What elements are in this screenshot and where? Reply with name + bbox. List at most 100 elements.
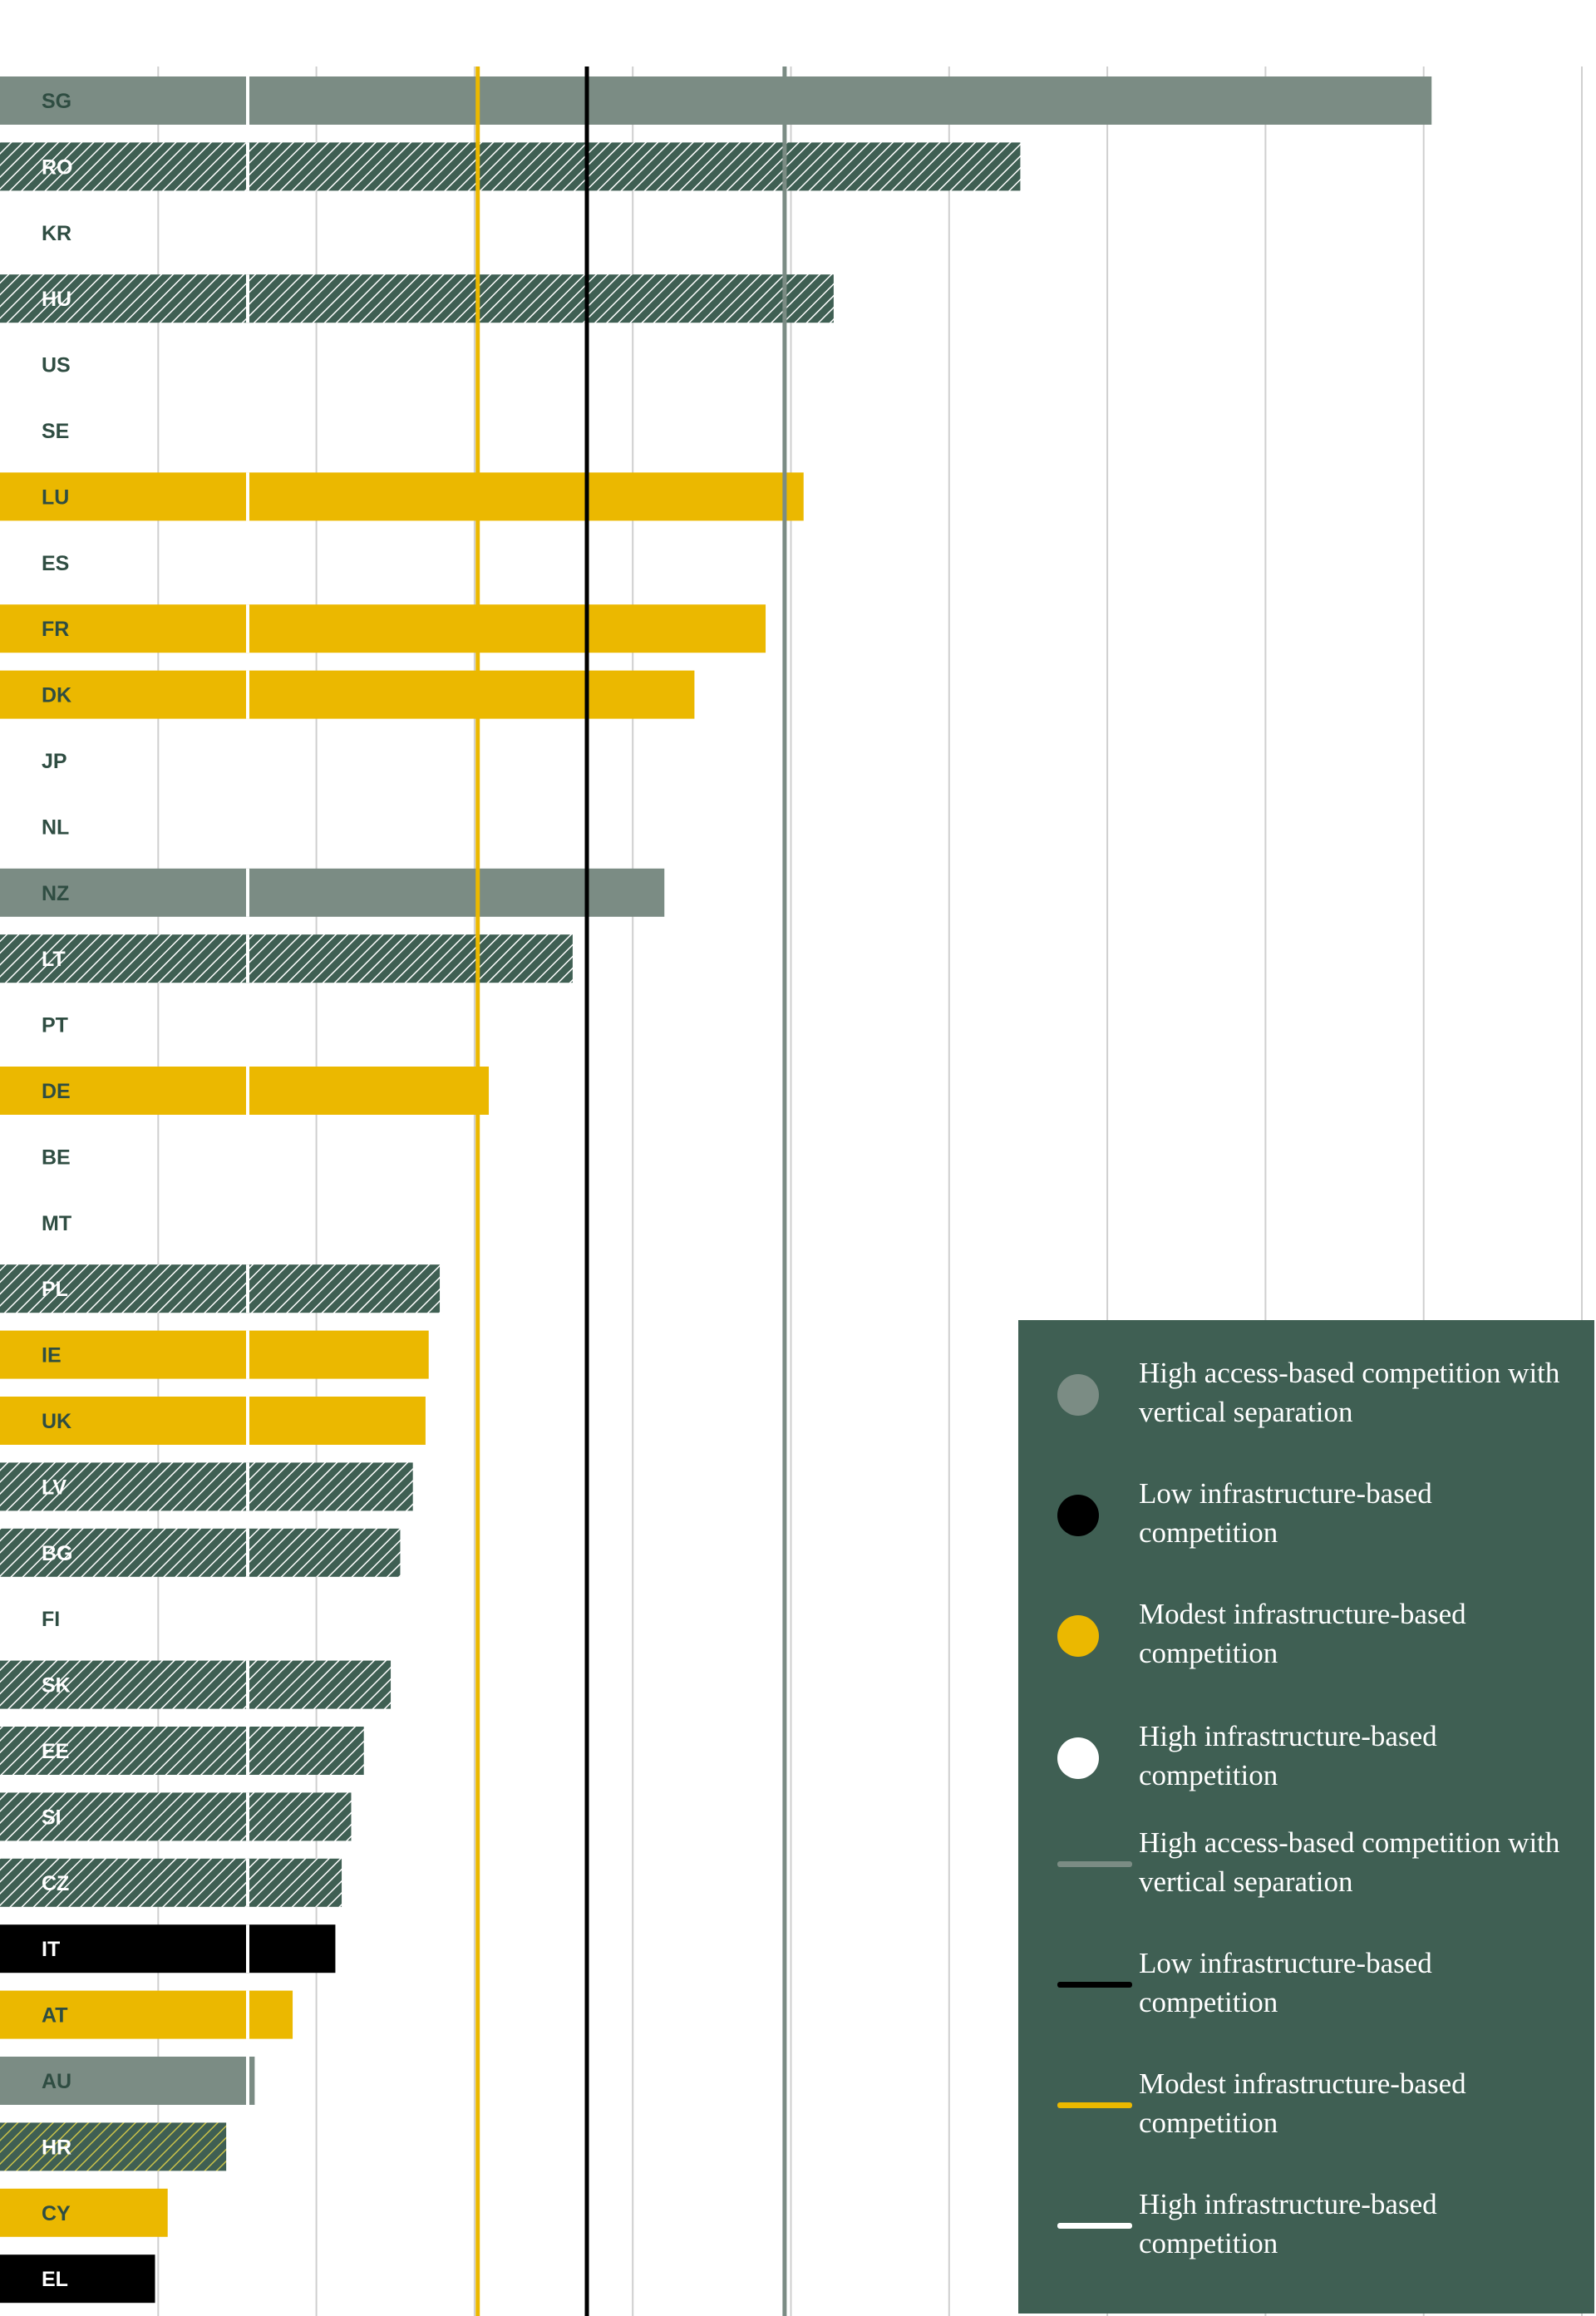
bar-nz xyxy=(0,868,665,917)
bar-split-it xyxy=(246,1924,249,1974)
legend-label: High access-based competition with verti… xyxy=(1139,1826,1560,1898)
bar-split-ie xyxy=(246,1330,249,1379)
category-label-es: ES xyxy=(42,552,69,575)
bar-ie xyxy=(0,1330,429,1379)
legend-label: High infrastructure-based competition xyxy=(1139,1720,1437,1791)
category-label-cz: CZ xyxy=(42,1872,69,1895)
bar-pl xyxy=(0,1264,441,1313)
category-label-uk: UK xyxy=(42,1410,71,1433)
legend-line-icon xyxy=(1057,1861,1132,1867)
legend-label: Low infrastructure-based competition xyxy=(1139,1477,1432,1549)
legend-item-5: High access-based competition with verti… xyxy=(1018,1823,1594,1906)
bar-split-ee xyxy=(246,1727,249,1775)
bar-split-lv xyxy=(246,1462,249,1511)
bar-lt xyxy=(0,934,573,983)
category-label-lt: LT xyxy=(42,948,66,971)
bar-split-de xyxy=(246,1067,249,1115)
legend-dot-icon xyxy=(1057,1374,1099,1416)
bar-dk xyxy=(0,670,695,719)
bar-split-pl xyxy=(246,1264,249,1313)
bar-fr xyxy=(0,604,766,653)
legend-dot-icon xyxy=(1057,1495,1099,1536)
category-label-at: AT xyxy=(42,2004,67,2028)
category-label-sk: SK xyxy=(42,1674,71,1698)
legend-label: High access-based competition with verti… xyxy=(1139,1357,1560,1428)
category-label-dk: DK xyxy=(42,684,71,707)
bar-el xyxy=(0,2254,155,2304)
bar-layer xyxy=(0,76,1432,2304)
legend-line-icon xyxy=(1057,2223,1132,2229)
category-label-ie: IE xyxy=(42,1344,62,1367)
category-label-fr: FR xyxy=(42,618,69,641)
bar-hr xyxy=(0,2122,227,2171)
bar-split-ro xyxy=(246,142,249,191)
bar-cy xyxy=(0,2188,168,2237)
bar-split-hu xyxy=(246,274,249,323)
category-label-sg: SG xyxy=(42,90,71,113)
category-label-jp: JP xyxy=(42,750,67,773)
legend-line-icon xyxy=(1057,2102,1132,2108)
legend-label: Modest infrastructure-based competition xyxy=(1139,1598,1466,1669)
bar-ee xyxy=(0,1727,364,1775)
category-label-hr: HR xyxy=(42,2136,71,2159)
category-label-pt: PT xyxy=(42,1014,68,1037)
legend-label: High infrastructure-based competition xyxy=(1139,2188,1437,2259)
legend-item-4: High infrastructure-based competition xyxy=(1018,1717,1594,1800)
bar-bg xyxy=(0,1528,401,1577)
category-label-us: US xyxy=(42,354,71,377)
bar-lu xyxy=(0,472,804,521)
legend-dot-icon xyxy=(1057,1615,1099,1657)
category-label-si: SI xyxy=(42,1806,62,1829)
bar-split-dk xyxy=(246,670,249,719)
bar-cz xyxy=(0,1858,342,1907)
category-label-de: DE xyxy=(42,1080,71,1103)
category-label-pl: PL xyxy=(42,1278,68,1301)
category-label-bg: BG xyxy=(42,1542,73,1565)
category-label-kr: KR xyxy=(42,222,71,245)
bar-split-cz xyxy=(246,1858,249,1907)
category-label-cy: CY xyxy=(42,2202,71,2225)
bar-ro xyxy=(0,142,1021,191)
bar-sk xyxy=(0,1660,392,1709)
bar-split-lt xyxy=(246,934,249,983)
category-label-lu: LU xyxy=(42,485,69,509)
bar-it xyxy=(0,1924,336,1974)
category-label-el: EL xyxy=(42,2268,68,2291)
bar-hu xyxy=(0,274,834,323)
legend-item-2: Low infrastructure-based competition xyxy=(1018,1474,1594,1557)
bar-split-lu xyxy=(246,472,249,521)
legend: High access-based competition with verti… xyxy=(1018,1320,1594,2314)
category-label-mt: MT xyxy=(42,1212,71,1235)
bar-split-nz xyxy=(246,868,249,917)
category-label-se: SE xyxy=(42,420,69,443)
bar-split-uk xyxy=(246,1397,249,1445)
legend-label: Low infrastructure-based competition xyxy=(1139,1947,1432,2018)
bar-split-sk xyxy=(246,1660,249,1709)
legend-item-3: Modest infrastructure-based competition xyxy=(1018,1594,1594,1678)
bar-split-sg xyxy=(246,76,249,125)
bar-split-fr xyxy=(246,604,249,653)
category-label-be: BE xyxy=(42,1146,71,1169)
category-label-layer: SG RO KR HU US SE LU ES FR DK JP NL NZ LT PT DE BE MT PL IE… xyxy=(42,90,73,2291)
legend-item-7: Modest infrastructure-based competition xyxy=(1018,2064,1594,2147)
category-label-fi: FI xyxy=(42,1608,60,1631)
bar-si xyxy=(0,1792,352,1841)
category-label-lv: LV xyxy=(42,1476,66,1499)
reference-line-layer xyxy=(475,67,787,2316)
bar-lv xyxy=(0,1462,413,1511)
legend-line-icon xyxy=(1057,1982,1132,1988)
bar-split-bg xyxy=(246,1528,249,1577)
category-label-nz: NZ xyxy=(42,882,69,905)
bar-at xyxy=(0,1990,293,2039)
legend-item-6: Low infrastructure-based competition xyxy=(1018,1944,1594,2027)
category-label-ro: RO xyxy=(42,155,73,179)
legend-label: Modest infrastructure-based competition xyxy=(1139,2067,1466,2139)
category-label-au: AU xyxy=(42,2070,71,2093)
bar-uk xyxy=(0,1397,426,1445)
bar-split-si xyxy=(246,1792,249,1841)
legend-dot-icon xyxy=(1057,1737,1099,1779)
category-label-ee: EE xyxy=(42,1740,69,1763)
bar-split-at xyxy=(246,1990,249,2039)
bar-split-au xyxy=(246,2057,249,2105)
